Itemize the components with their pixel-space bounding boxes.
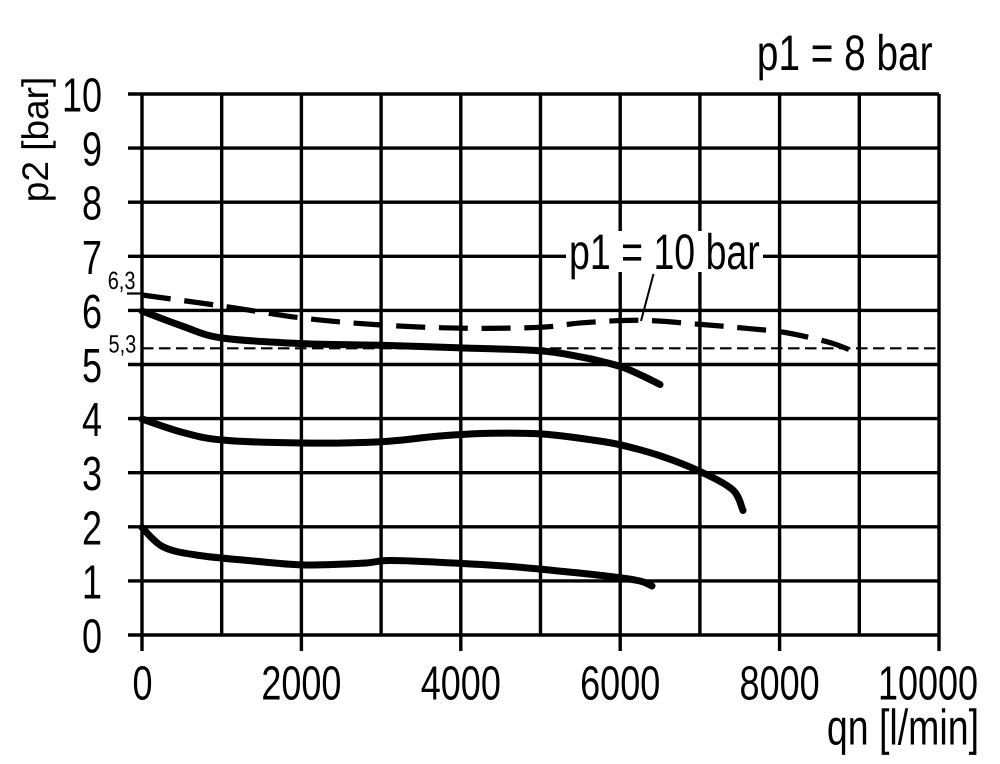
svg-text:10000: 10000 [878, 658, 978, 711]
svg-text:1: 1 [82, 556, 102, 609]
svg-text:5,3: 5,3 [108, 331, 136, 359]
svg-text:6,3: 6,3 [108, 267, 136, 295]
svg-text:3: 3 [82, 448, 102, 501]
svg-text:4: 4 [82, 394, 102, 447]
svg-text:5: 5 [82, 340, 102, 393]
svg-text:8: 8 [82, 178, 102, 231]
svg-text:0: 0 [132, 658, 152, 711]
svg-text:10: 10 [62, 70, 102, 123]
svg-text:0: 0 [82, 611, 102, 664]
svg-text:7: 7 [82, 232, 102, 285]
svg-text:4000: 4000 [421, 658, 501, 711]
svg-text:p2 [bar]: p2 [bar] [15, 77, 56, 202]
svg-text:6: 6 [82, 286, 102, 339]
svg-text:9: 9 [82, 124, 102, 177]
svg-text:qn [l/min]: qn [l/min] [827, 700, 979, 756]
svg-text:2000: 2000 [261, 658, 341, 711]
svg-text:p1 = 10 bar: p1 = 10 bar [569, 224, 760, 280]
svg-text:8000: 8000 [740, 658, 820, 711]
svg-text:p1 = 8 bar: p1 = 8 bar [757, 25, 933, 81]
svg-text:6000: 6000 [580, 658, 660, 711]
svg-text:2: 2 [82, 502, 102, 555]
